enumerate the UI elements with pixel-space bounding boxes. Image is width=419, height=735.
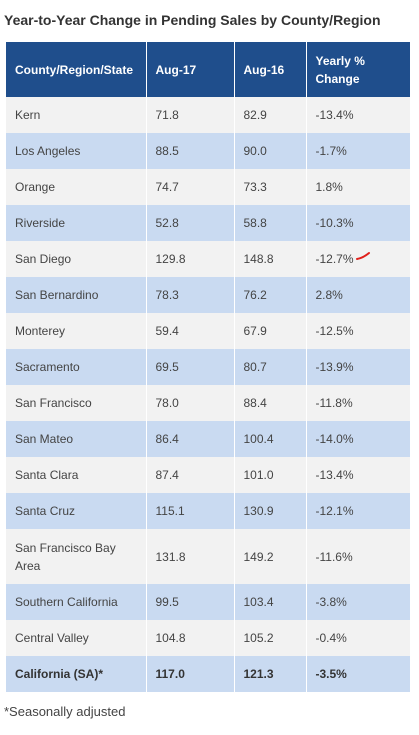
cell-yearly-change: -13.9% xyxy=(306,349,410,385)
cell-aug-16: 148.8 xyxy=(234,241,307,277)
cell-yearly-change: -3.8% xyxy=(306,584,410,620)
cell-yearly-change: -12.1% xyxy=(306,493,410,529)
cell-aug-16: 121.3 xyxy=(234,656,307,692)
cell-yearly-change: -13.4% xyxy=(306,97,410,133)
cell-aug-17: 59.4 xyxy=(146,313,235,349)
cell-aug-16: 101.0 xyxy=(234,457,307,493)
cell-aug-16: 80.7 xyxy=(234,349,307,385)
cell-yearly-change: -3.5% xyxy=(306,656,410,692)
table-row: Santa Clara 87.4 101.0 -13.4% xyxy=(6,457,410,493)
table-row: Orange 74.7 73.3 1.8% xyxy=(6,169,410,205)
table-header-row: County/Region/State Aug-17 Aug-16 Yearly… xyxy=(6,42,410,97)
cell-yearly-change: -10.3% xyxy=(306,205,410,241)
cell-county: Riverside xyxy=(6,205,147,241)
cell-aug-16: 105.2 xyxy=(234,620,307,656)
cell-aug-17: 69.5 xyxy=(146,349,235,385)
page-title: Year-to-Year Change in Pending Sales by … xyxy=(4,12,381,28)
cell-aug-17: 115.1 xyxy=(146,493,235,529)
cell-county: Los Angeles xyxy=(6,133,147,169)
cell-aug-16: 76.2 xyxy=(234,277,307,313)
cell-aug-17: 88.5 xyxy=(146,133,235,169)
table-row: Los Angeles 88.5 90.0 -1.7% xyxy=(6,133,410,169)
cell-yearly-change: -11.6% xyxy=(306,529,410,584)
cell-aug-17: 87.4 xyxy=(146,457,235,493)
cell-yearly-change: -12.7% xyxy=(306,241,410,277)
cell-county: Santa Clara xyxy=(6,457,147,493)
table-row: San Francisco Bay Area 131.8 149.2 -11.6% xyxy=(6,529,410,584)
cell-yearly-change: -12.5% xyxy=(306,313,410,349)
cell-aug-17: 74.7 xyxy=(146,169,235,205)
table-row: Santa Cruz 115.1 130.9 -12.1% xyxy=(6,493,410,529)
cell-aug-16: 100.4 xyxy=(234,421,307,457)
table-row: Southern California 99.5 103.4 -3.8% xyxy=(6,584,410,620)
cell-aug-16: 130.9 xyxy=(234,493,307,529)
cell-county: San Francisco xyxy=(6,385,147,421)
cell-aug-17: 78.3 xyxy=(146,277,235,313)
cell-aug-17: 86.4 xyxy=(146,421,235,457)
cell-county: Central Valley xyxy=(6,620,147,656)
cell-aug-17: 117.0 xyxy=(146,656,235,692)
cell-aug-16: 90.0 xyxy=(234,133,307,169)
table-row: San Diego 129.8 148.8 -12.7% xyxy=(6,241,410,277)
cell-aug-16: 73.3 xyxy=(234,169,307,205)
header-aug-17: Aug-17 xyxy=(146,42,235,97)
table-row-total: California (SA)* 117.0 121.3 -3.5% xyxy=(6,656,410,692)
cell-aug-17: 99.5 xyxy=(146,584,235,620)
cell-yearly-change: -1.7% xyxy=(306,133,410,169)
table-row: Kern 71.8 82.9 -13.4% xyxy=(6,97,410,133)
cell-aug-17: 52.8 xyxy=(146,205,235,241)
cell-aug-16: 149.2 xyxy=(234,529,307,584)
cell-aug-16: 88.4 xyxy=(234,385,307,421)
header-aug-16: Aug-16 xyxy=(234,42,307,97)
cell-county: Monterey xyxy=(6,313,147,349)
cell-yearly-change: -13.4% xyxy=(306,457,410,493)
cell-aug-16: 67.9 xyxy=(234,313,307,349)
table-row: Monterey 59.4 67.9 -12.5% xyxy=(6,313,410,349)
header-yearly-change: Yearly % Change xyxy=(306,42,410,97)
footnote: *Seasonally adjusted xyxy=(4,704,126,719)
cell-yearly-change: 2.8% xyxy=(306,277,410,313)
table-row: San Mateo 86.4 100.4 -14.0% xyxy=(6,421,410,457)
cell-county: California (SA)* xyxy=(6,656,147,692)
cell-county: Orange xyxy=(6,169,147,205)
table-row: San Bernardino 78.3 76.2 2.8% xyxy=(6,277,410,313)
cell-aug-17: 129.8 xyxy=(146,241,235,277)
cell-county: Kern xyxy=(6,97,147,133)
cell-aug-17: 104.8 xyxy=(146,620,235,656)
cell-county: San Francisco Bay Area xyxy=(6,529,147,584)
cell-aug-17: 71.8 xyxy=(146,97,235,133)
cell-county: San Mateo xyxy=(6,421,147,457)
cell-yearly-change: -11.8% xyxy=(306,385,410,421)
cell-aug-16: 58.8 xyxy=(234,205,307,241)
cell-yearly-change: -14.0% xyxy=(306,421,410,457)
cell-yearly-change: -0.4% xyxy=(306,620,410,656)
cell-county: San Bernardino xyxy=(6,277,147,313)
cell-county: Southern California xyxy=(6,584,147,620)
pending-sales-table: County/Region/State Aug-17 Aug-16 Yearly… xyxy=(6,42,410,692)
table-row: Sacramento 69.5 80.7 -13.9% xyxy=(6,349,410,385)
cell-aug-17: 131.8 xyxy=(146,529,235,584)
table-row: Riverside 52.8 58.8 -10.3% xyxy=(6,205,410,241)
cell-aug-16: 82.9 xyxy=(234,97,307,133)
cell-aug-17: 78.0 xyxy=(146,385,235,421)
cell-county: Santa Cruz xyxy=(6,493,147,529)
cell-aug-16: 103.4 xyxy=(234,584,307,620)
cell-yearly-change: 1.8% xyxy=(306,169,410,205)
red-pen-mark-icon xyxy=(356,252,370,260)
header-county: County/Region/State xyxy=(6,42,147,97)
table-row: Central Valley 104.8 105.2 -0.4% xyxy=(6,620,410,656)
table-row: San Francisco 78.0 88.4 -11.8% xyxy=(6,385,410,421)
cell-county: San Diego xyxy=(6,241,147,277)
cell-county: Sacramento xyxy=(6,349,147,385)
